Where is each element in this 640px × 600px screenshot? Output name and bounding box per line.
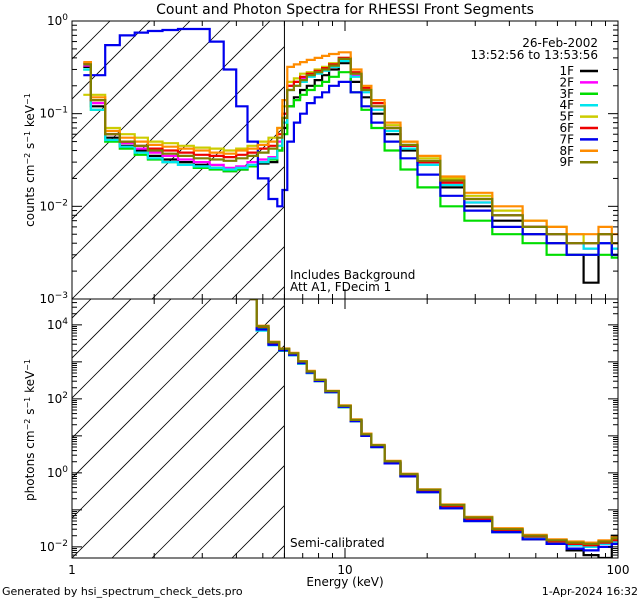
legend-label-6f: 6F [559,121,574,135]
y-tick-label: 10−2 [39,198,68,213]
y-tick-label: 104 [47,317,68,332]
series-8f-bot [250,299,618,544]
hatch-line [592,299,640,558]
hatch-line [72,299,92,319]
hatch-line [72,299,132,359]
series-7f-bot [250,299,618,552]
x-tick-label: 1 [68,563,76,577]
bottom-x-axis: 1 10 100 [68,299,629,577]
y-tick-label: 10−2 [39,539,68,554]
top-y-axis-label: counts cm−2 s−1 keV−1 [23,93,38,227]
hatch-line [231,245,285,299]
x-axis-label: Energy (keV) [306,575,383,589]
top-x-axis [71,21,619,299]
hatch-line [472,299,640,558]
y-tick-label: 100 [47,465,68,480]
hatch-line [552,299,640,558]
hatch-line [512,299,640,558]
series-3f-top [83,68,618,259]
hatch-line [271,285,285,299]
y-tick-label: 102 [47,391,68,406]
annotation-background: Includes Background [290,268,415,282]
series-5f-bot [250,299,618,545]
series-8f-top [83,51,618,236]
legend-label-2f: 2F [559,75,574,89]
hatch-line [512,21,640,299]
legend-label-9f: 9F [559,155,574,169]
hatch-line [432,299,640,558]
bottom-y-axis: 10−2 100 102 104 [39,298,618,559]
hatch-line [111,384,285,558]
x-tick-label: 100 [607,563,630,577]
series-9f-bot [250,299,618,545]
series-4f-bot [250,299,618,548]
annotation-attenuator: Att A1, FDecim 1 [290,280,391,294]
chart-title: Count and Photon Spectra for RHESSI Fron… [156,2,534,18]
observation-date: 26-Feb-2002 [522,36,598,50]
legend-label-4f: 4F [559,98,574,112]
hatch-line [0,299,11,558]
hatch-line [632,299,640,558]
hatch-line [0,21,70,299]
hatch-line [191,205,285,299]
legend-label-3f: 3F [559,87,574,101]
series-6f-bot [250,299,618,547]
x-tick-label: 10 [337,563,352,577]
legend-label-7f: 7F [559,132,574,146]
hatch-line [72,344,285,558]
hatch-line [352,21,630,299]
series-1f-top [83,62,618,284]
hatch-line [191,464,285,558]
footer-timestamp: 1-Apr-2024 16:32 [542,585,638,598]
series-2f-bot [250,299,618,548]
legend-label-1f: 1F [559,64,574,78]
hatch-line [72,21,151,100]
legend-label-5f: 5F [559,110,574,124]
hatch-line [72,21,191,140]
annotation-semi-calibrated: Semi-calibrated [290,536,385,550]
hatch-line [151,424,285,558]
series-9f-top [83,57,618,245]
footer-generated-by: Generated by hsi_spectrum_check_dets.pro [2,585,243,598]
observation-time-range: 13:52:56 to 13:53:56 [471,48,598,62]
hatch-line [72,21,231,180]
bottom-series-group [250,299,618,558]
bottom-hatched-region [0,299,640,558]
y-tick-label: 100 [47,13,68,28]
hatch-line [231,504,285,558]
hatch-line [111,125,285,299]
bottom-plot-frame [71,298,619,559]
hatch-line [72,299,212,439]
hatch-line [312,21,590,299]
legend-label-8f: 8F [559,144,574,158]
y-tick-label: 10−1 [39,106,68,121]
top-series-group [83,27,618,284]
top-hatched-region [0,21,640,299]
series-1f-bot [250,299,618,558]
hatch-line [392,299,640,558]
top-y-axis: 10−3 10−2 10−1 100 [39,13,618,306]
hatch-line [632,21,640,299]
series-3f-bot [250,299,618,548]
hatch-line [151,165,285,299]
bottom-y-axis-label: photons cm−2 s−1 keV−1 [23,359,38,501]
y-tick-label: 10−3 [39,291,68,306]
hatch-line [72,21,111,60]
hatch-line [432,21,640,299]
hatch-line [72,299,252,479]
hatch-line [72,299,172,399]
hatch-line [72,304,285,519]
hatch-line [312,299,571,558]
